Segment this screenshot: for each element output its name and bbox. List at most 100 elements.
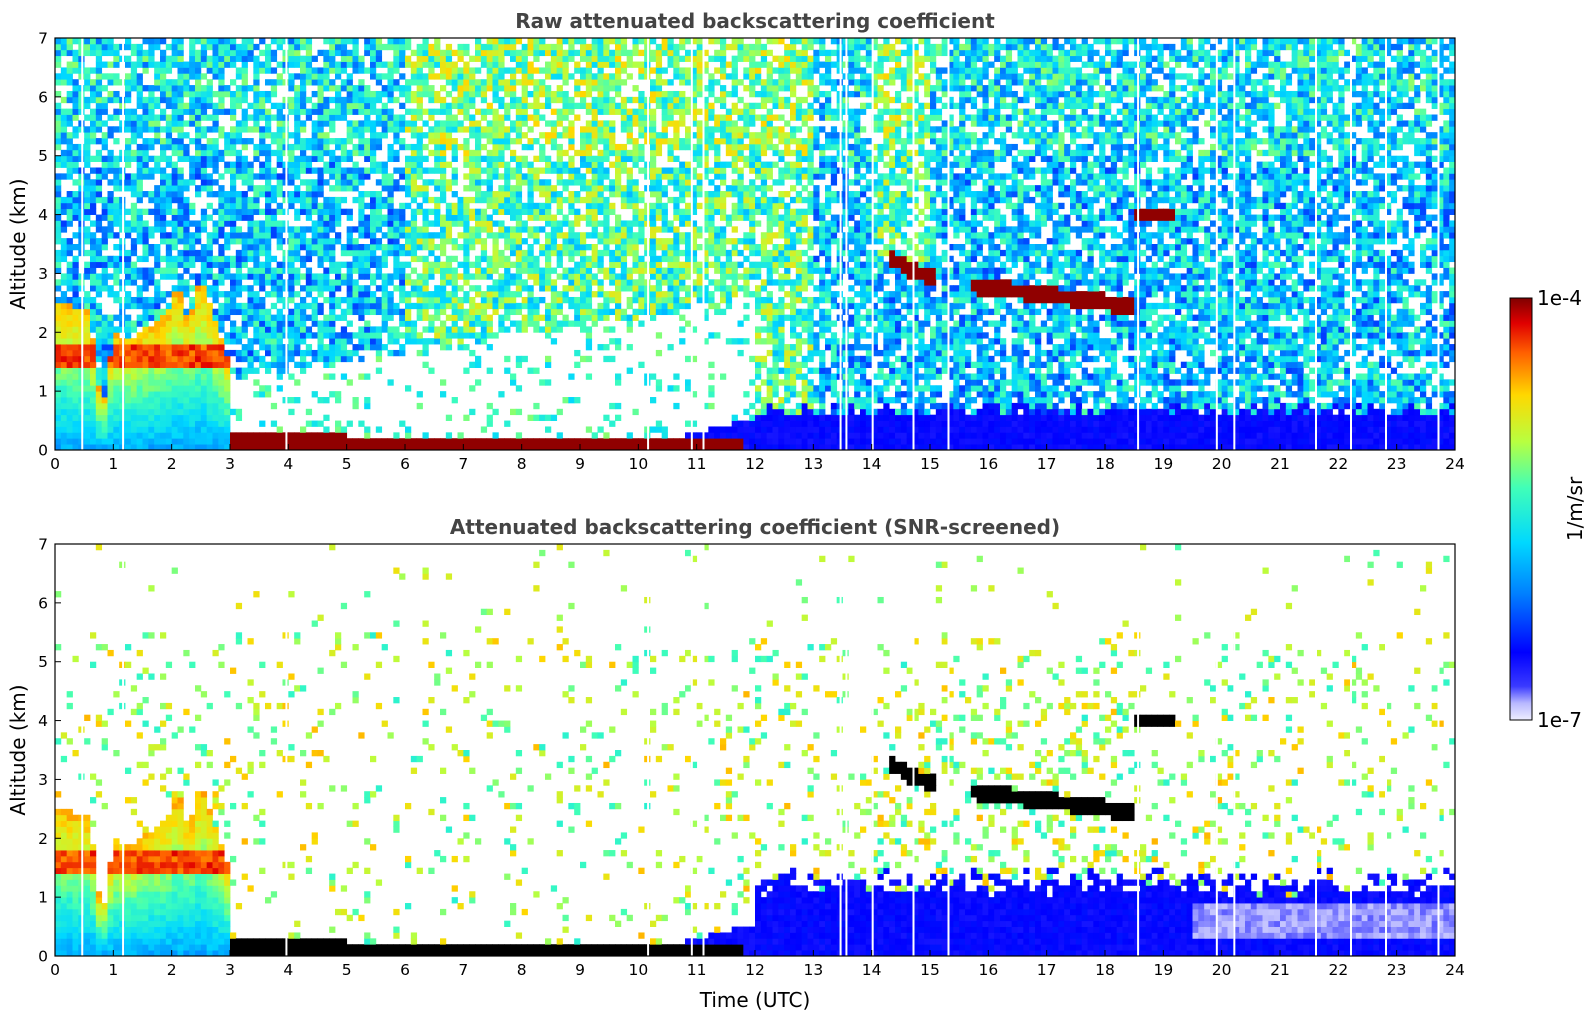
heatmap-cell — [638, 267, 645, 274]
heatmap-cell — [650, 226, 657, 233]
heatmap-cell — [300, 285, 307, 292]
heatmap-cell — [375, 214, 383, 221]
heatmap-cell — [585, 302, 593, 310]
heatmap-cell — [253, 432, 260, 439]
heatmap-cell — [84, 397, 91, 404]
heatmap-cell — [305, 161, 313, 168]
heatmap-cell — [463, 444, 470, 450]
heatmap-cell — [527, 302, 534, 310]
heatmap-cell — [615, 67, 622, 74]
heatmap-cell — [475, 79, 482, 86]
heatmap-cell — [206, 179, 213, 186]
chart-title-raw: Raw attenuated backscattering coefficien… — [515, 9, 995, 33]
heatmap-cell — [241, 432, 248, 439]
heatmap-cell — [270, 49, 278, 57]
heatmap-cell — [475, 173, 482, 180]
heatmap-cell — [445, 326, 453, 333]
heatmap-cell — [90, 244, 97, 251]
heatmap-cell — [475, 161, 482, 168]
heatmap-cell — [206, 361, 213, 368]
heatmap-cell — [270, 132, 278, 139]
heatmap-cell — [405, 238, 412, 245]
heatmap-cell — [580, 49, 587, 57]
heatmap-cell — [498, 191, 505, 198]
heatmap-cell — [101, 344, 108, 351]
heatmap-cell — [107, 361, 114, 368]
heatmap-cell — [323, 244, 330, 251]
heatmap-cell — [580, 149, 587, 157]
heatmap-cell — [300, 120, 307, 127]
heatmap-cell — [218, 391, 225, 398]
heatmap-cell — [451, 332, 458, 339]
heatmap-cell — [259, 102, 266, 110]
heatmap-cell — [346, 267, 353, 274]
heatmap-cell — [101, 108, 108, 115]
heatmap-cell — [270, 420, 278, 427]
heatmap-cell — [148, 332, 155, 339]
heatmap-cell — [626, 320, 633, 327]
heatmap-cell — [113, 138, 120, 145]
heatmap-cell — [294, 326, 301, 333]
heatmap-cell — [475, 149, 482, 157]
heatmap-cell — [101, 120, 108, 127]
heatmap-cell — [457, 202, 464, 210]
heatmap-cell — [101, 420, 108, 427]
heatmap-cell — [130, 279, 138, 286]
heatmap-cell — [445, 67, 453, 74]
heatmap-cell — [504, 132, 511, 139]
heatmap-cell — [335, 279, 342, 286]
heatmap-cell — [399, 138, 406, 145]
heatmap-cell — [72, 408, 79, 416]
heatmap-cell — [206, 191, 213, 198]
heatmap-cell — [113, 385, 120, 392]
heatmap-cell — [148, 208, 155, 215]
heatmap-cell — [72, 179, 79, 186]
heatmap-cell — [475, 361, 482, 368]
heatmap-cell — [352, 255, 359, 263]
heatmap-cell — [370, 90, 377, 98]
heatmap-cell — [253, 273, 260, 280]
heatmap-cell — [370, 261, 377, 268]
heatmap-cell — [224, 355, 231, 363]
heatmap-cell — [218, 49, 225, 57]
heatmap-cell — [568, 373, 575, 380]
heatmap-cell — [72, 143, 79, 151]
heatmap-cell — [527, 73, 534, 80]
heatmap-cell — [609, 102, 616, 110]
heatmap-cell — [276, 232, 283, 239]
heatmap-cell — [393, 244, 400, 251]
heatmap-cell — [200, 179, 208, 186]
heatmap-cell — [580, 161, 587, 168]
heatmap-cell — [591, 202, 598, 210]
heatmap-cell — [90, 67, 97, 74]
heatmap-cell — [55, 420, 62, 427]
heatmap-cell — [638, 143, 645, 151]
heatmap-cell — [486, 314, 493, 321]
heatmap-cell — [533, 120, 540, 127]
heatmap-cell — [638, 108, 645, 115]
heatmap-cell — [224, 167, 231, 174]
heatmap-cell — [311, 355, 318, 363]
heatmap-cell — [428, 367, 435, 374]
heatmap-cell — [370, 149, 377, 157]
heatmap-cell — [609, 108, 616, 115]
heatmap-cell — [113, 61, 120, 68]
heatmap-cell — [148, 102, 155, 110]
heatmap-cell — [574, 397, 581, 404]
heatmap-cell — [655, 143, 663, 151]
heatmap-cell — [60, 208, 68, 215]
heatmap-cell — [515, 238, 523, 245]
heatmap-cell — [510, 273, 517, 280]
heatmap-cell — [510, 249, 517, 257]
heatmap-cell — [288, 238, 295, 245]
heatmap-cell — [405, 155, 412, 162]
heatmap-cell — [235, 279, 243, 286]
heatmap-cell — [562, 114, 569, 121]
heatmap-cell — [451, 279, 458, 286]
heatmap-cell — [626, 96, 633, 104]
heatmap-cell — [305, 349, 313, 357]
heatmap-cell — [72, 432, 79, 439]
heatmap-cell — [90, 326, 97, 333]
heatmap-cell — [510, 226, 517, 233]
heatmap-cell — [130, 108, 138, 115]
